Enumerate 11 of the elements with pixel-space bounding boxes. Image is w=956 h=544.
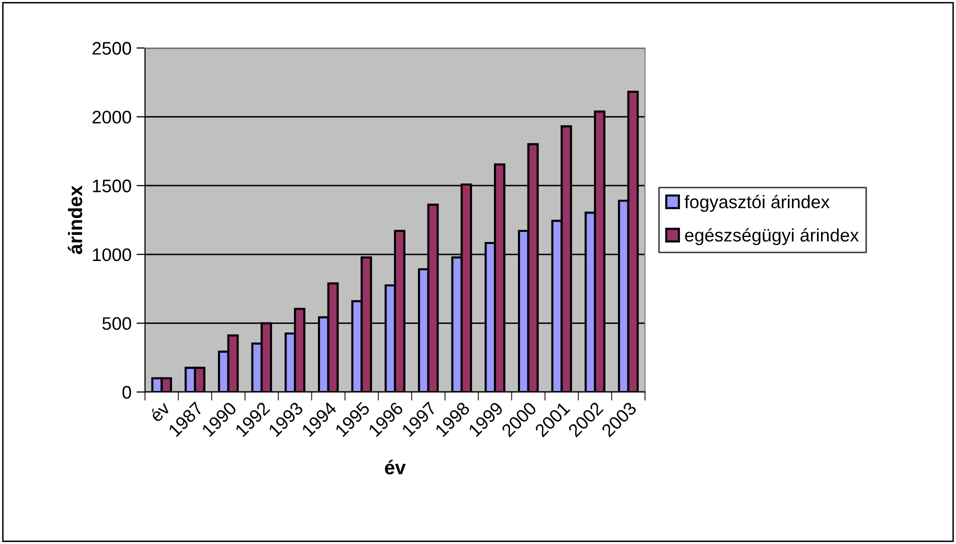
x-tick-label: év <box>148 400 171 423</box>
legend-label: fogyasztói árindex <box>684 194 830 212</box>
legend-label: egészségügyi árindex <box>685 228 859 246</box>
y-tick-label: 1000 <box>93 248 132 262</box>
y-tick-label: 1500 <box>93 180 132 192</box>
x-axis-title: év <box>384 460 406 474</box>
y-tick-label: 0 <box>122 386 132 399</box>
y-axis-title: árindex <box>68 186 82 254</box>
y-tick-label: 2500 <box>92 42 132 55</box>
y-tick-label: 500 <box>102 317 132 330</box>
y-tick-label: 2000 <box>92 110 132 124</box>
